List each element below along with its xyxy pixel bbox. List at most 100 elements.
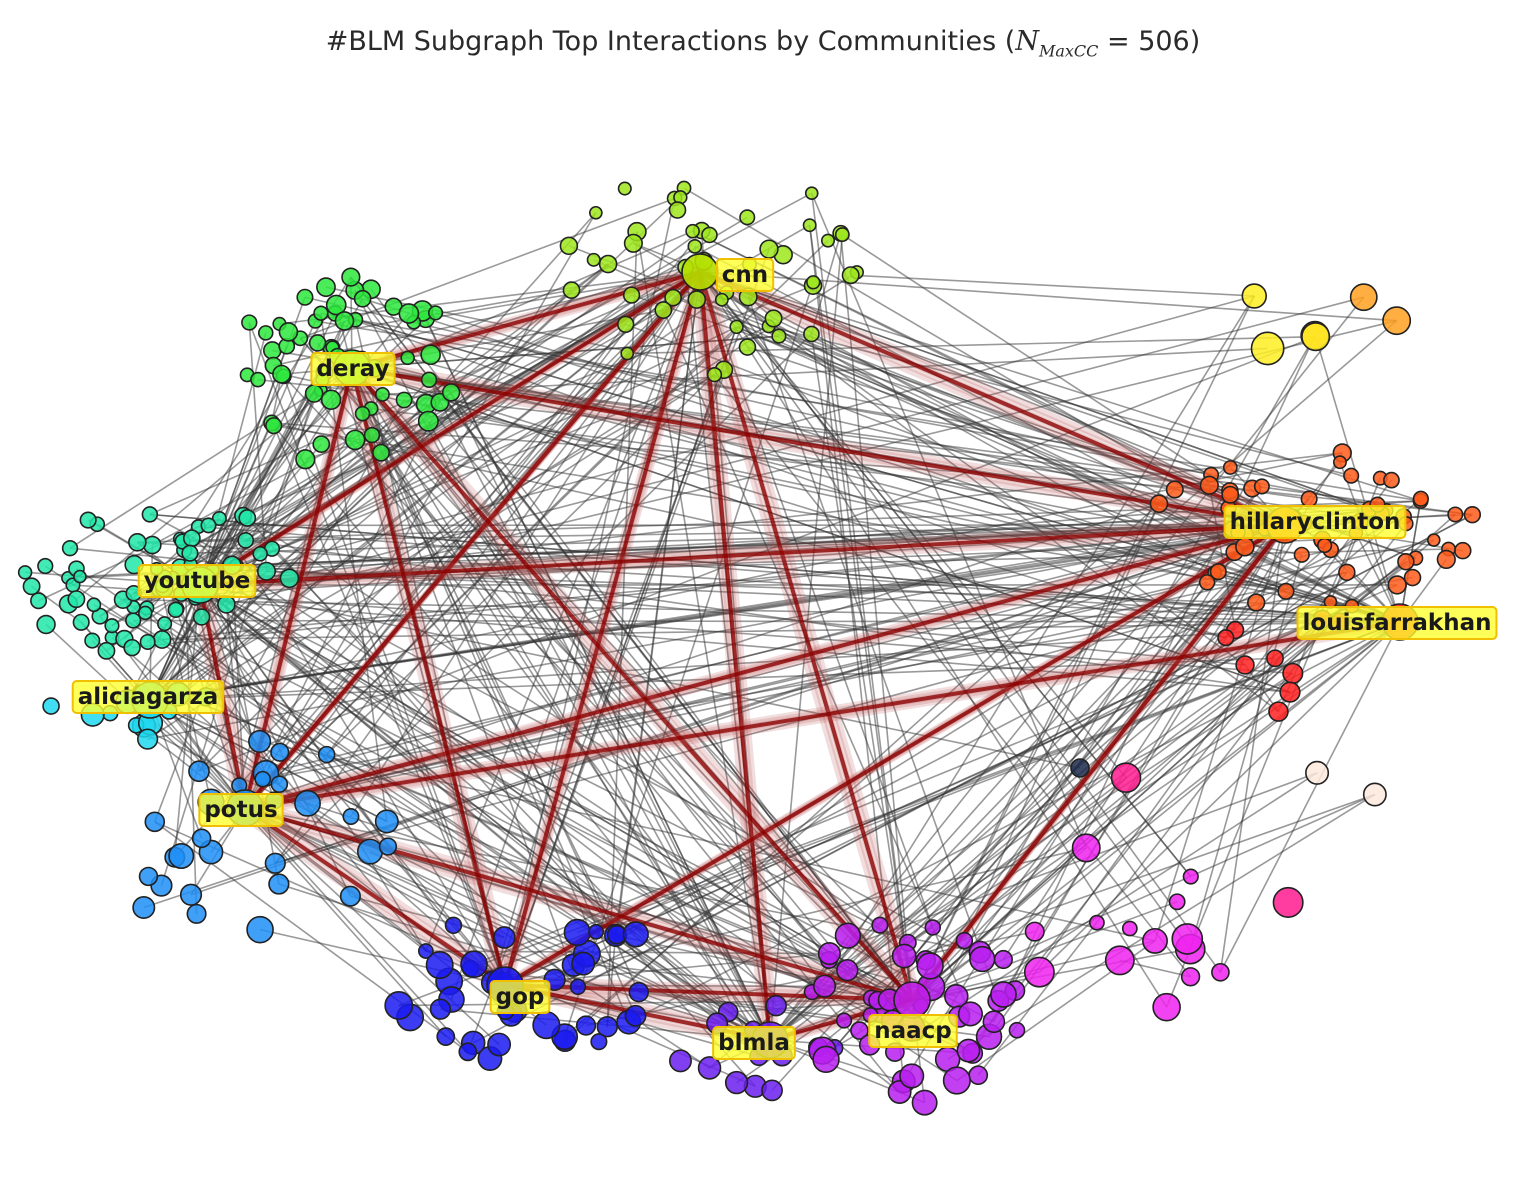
node-deray <box>342 268 360 286</box>
node-potus <box>341 886 361 906</box>
node-louisfarrakhan <box>1218 630 1234 646</box>
node-magenta <box>1143 929 1167 953</box>
node-cnn <box>560 237 577 254</box>
node-youtube <box>142 507 157 522</box>
node-youtube <box>218 596 235 613</box>
node-gop <box>437 1028 454 1045</box>
node-naacp <box>872 917 888 933</box>
hub-label-deray: deray <box>311 353 394 385</box>
node-hillaryclinton <box>1334 456 1346 468</box>
node-louisfarrakhan <box>1283 664 1303 684</box>
node-deray <box>356 407 370 421</box>
node-youtube <box>19 566 32 579</box>
node-potus <box>271 776 287 792</box>
node-youtube <box>85 633 99 647</box>
node-blmla <box>762 1080 782 1100</box>
node-magenta <box>1212 964 1229 981</box>
node-gop <box>577 1016 596 1035</box>
node-youtube <box>140 635 154 649</box>
node-youtube <box>194 609 210 625</box>
hub-label-text: naacp <box>874 1018 952 1044</box>
node-youtube <box>31 593 46 608</box>
hub-node-naacp <box>894 982 930 1018</box>
node-deray <box>259 326 273 340</box>
node-louisfarrakhan <box>1280 682 1300 702</box>
node-gop <box>446 917 462 933</box>
node-potus <box>145 812 164 831</box>
node-gop <box>623 922 648 947</box>
hub-label-text: gop <box>496 984 545 1010</box>
title-equals: = <box>1098 26 1138 57</box>
node-potus <box>187 905 205 923</box>
node-yellow <box>1252 332 1284 364</box>
node-potus <box>133 897 154 918</box>
node-naacp <box>893 944 916 967</box>
node-youtube <box>87 598 100 611</box>
node-cnn <box>807 276 820 289</box>
strong-edge-halo <box>358 362 1291 519</box>
hub-label-text: louisfarrakhan <box>1303 610 1492 636</box>
node-hillaryclinton <box>1224 461 1237 474</box>
node-cnn <box>625 235 643 253</box>
node-deray <box>429 306 443 320</box>
node-gop <box>488 1033 510 1055</box>
node-potus <box>380 838 397 855</box>
node-youtube <box>182 545 198 561</box>
node-potus <box>271 744 289 762</box>
node-hillaryclinton <box>1248 594 1265 611</box>
node-hillaryclinton <box>1222 487 1238 503</box>
node-orange <box>1351 284 1377 310</box>
node-magenta <box>1106 946 1134 974</box>
node-potus <box>376 810 398 832</box>
weak-edge <box>851 275 1255 296</box>
node-cnn <box>765 310 781 326</box>
node-youtube <box>239 510 255 526</box>
node-hillaryclinton <box>1318 539 1332 553</box>
node-youtube <box>253 547 267 561</box>
node-blmla <box>699 1057 721 1079</box>
node-naacp <box>991 982 1016 1007</box>
node-dark <box>1071 759 1089 777</box>
node-magenta <box>1090 916 1104 930</box>
node-potus <box>189 761 209 781</box>
node-gop <box>629 983 648 1002</box>
node-deray <box>399 304 418 323</box>
node-deray <box>419 412 438 431</box>
hub-label-text: potus <box>204 797 277 823</box>
node-cnn <box>740 339 756 355</box>
node-deray <box>296 450 315 469</box>
node-deray <box>335 312 353 330</box>
node-cnn <box>670 202 686 218</box>
node-youtube <box>280 569 298 587</box>
node-naacp <box>837 1013 852 1028</box>
node-cnn <box>563 282 579 298</box>
node-deray <box>396 392 411 407</box>
node-hillaryclinton <box>1414 491 1429 506</box>
node-youtube <box>168 602 183 617</box>
node-magenta <box>1025 957 1054 986</box>
node-blmla <box>766 996 786 1016</box>
node-hillaryclinton <box>1278 584 1294 600</box>
node-naacp <box>900 1064 924 1088</box>
node-hillaryclinton <box>1301 491 1317 507</box>
node-cnn <box>822 234 834 246</box>
node-potus <box>269 874 289 894</box>
node-naacp <box>813 1046 839 1072</box>
hub-label-potus: potus <box>199 794 282 826</box>
node-hillaryclinton <box>1398 554 1414 570</box>
node-cnn <box>619 182 632 195</box>
node-potus <box>193 829 211 847</box>
node-naacp <box>925 920 940 935</box>
node-hillaryclinton <box>1150 495 1167 512</box>
node-gop <box>591 1034 606 1049</box>
node-gop <box>571 979 586 994</box>
node-youtube <box>80 512 96 528</box>
node-deray <box>317 278 335 296</box>
node-youtube <box>38 559 53 574</box>
node-youtube <box>124 640 140 656</box>
node-naacp <box>983 1011 1004 1032</box>
node-youtube <box>37 616 55 634</box>
node-youtube <box>74 570 86 582</box>
node-gop <box>572 952 594 974</box>
title-n-value: 506 <box>1138 26 1190 57</box>
